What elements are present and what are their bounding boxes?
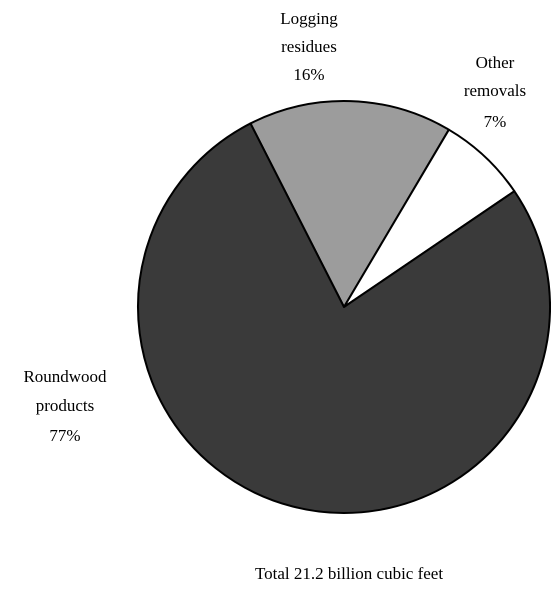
slice-label-roundwood-products-line-2: products bbox=[36, 396, 95, 415]
slice-label-roundwood-products-line-1: Roundwood bbox=[23, 367, 107, 386]
slice-value-logging-residues: 16% bbox=[293, 65, 324, 84]
slice-value-roundwood-products: 77% bbox=[49, 426, 80, 445]
slice-label-logging-residues-line-1: Logging bbox=[280, 9, 338, 28]
pie-slices bbox=[137, 100, 551, 514]
slice-value-other-removals: 7% bbox=[484, 112, 507, 131]
pie-slice-roundwood-products bbox=[137, 122, 551, 514]
slice-label-logging-residues-line-2: residues bbox=[281, 37, 337, 56]
slice-label-other-removals: Other removals 7% bbox=[464, 53, 526, 131]
pie-slice-logging-residues bbox=[249, 100, 450, 308]
slice-label-logging-residues: Logging residues 16% bbox=[280, 9, 338, 84]
slice-label-other-removals-line-1: Other bbox=[476, 53, 515, 72]
slice-label-other-removals-line-2: removals bbox=[464, 81, 526, 100]
total-note: Total 21.2 billion cubic feet bbox=[255, 564, 443, 583]
slice-label-roundwood-products: Roundwood products 77% bbox=[23, 367, 107, 445]
